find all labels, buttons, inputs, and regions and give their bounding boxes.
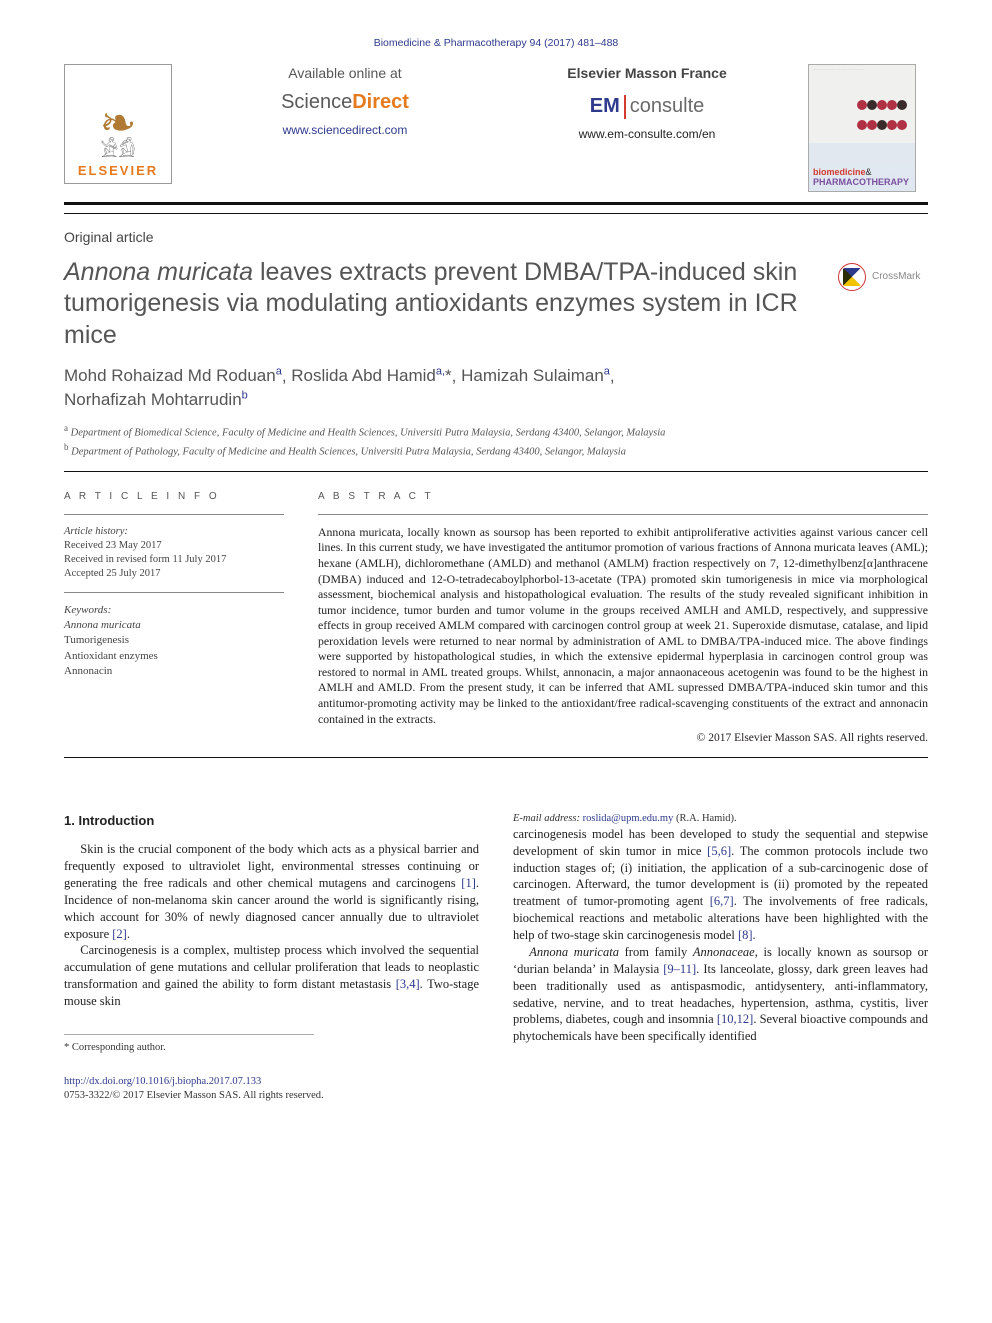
abstract-heading: A B S T R A C T	[318, 490, 928, 504]
article-title: Annona muricata leaves extracts prevent …	[64, 257, 822, 351]
article-type-label: Original article	[64, 228, 928, 247]
cite-10-12[interactable]: [10,12]	[717, 1012, 753, 1026]
journal-cover: ····· ····· ····· ····· ····· ····· ····…	[808, 64, 916, 192]
affiliation-a: a Department of Biomedical Science, Facu…	[64, 422, 928, 441]
abstract-rule-top	[318, 514, 928, 515]
em-logo-consulte: consulte	[630, 93, 705, 120]
elsevier-figures-icon: 𓀀𓀁	[100, 146, 135, 156]
em-link-line: www.em-consulte.com/en	[506, 126, 788, 142]
history-label: Article history:	[64, 525, 284, 539]
author-4: Norhafizah Mohtarrudinb	[64, 390, 248, 409]
emconsulte-logo: EM consulte	[590, 93, 705, 120]
body-p1: Skin is the crucial component of the bod…	[64, 841, 479, 942]
cover-journal-name: biomedicine& PHARMACOTHERAPY	[813, 168, 911, 187]
elsevier-logo: ❧ 𓀀𓀁 ELSEVIER	[64, 64, 172, 184]
section-1-title: Introduction	[78, 813, 154, 828]
article-info-rule-top	[64, 514, 284, 515]
page-root: Biomedicine & Pharmacotherapy 94 (2017) …	[0, 0, 992, 1143]
issn-copyright-line: 0753-3322/© 2017 Elsevier Masson SAS. Al…	[64, 1089, 928, 1103]
doi-block: http://dx.doi.org/10.1016/j.biopha.2017.…	[64, 1075, 928, 1103]
cite-2[interactable]: [2]	[112, 927, 127, 941]
cite-9-11[interactable]: [9–11]	[663, 962, 696, 976]
doi-link[interactable]: http://dx.doi.org/10.1016/j.biopha.2017.…	[64, 1076, 261, 1087]
rule-below-abstract	[64, 757, 928, 758]
sciencedirect-link[interactable]: www.sciencedirect.com	[283, 123, 408, 137]
corresponding-email-link[interactable]: roslida@upm.edu.my	[583, 813, 674, 824]
history-revised: Received in revised form 11 July 2017	[64, 553, 284, 567]
body-p3: carcinogenesis model has been developed …	[513, 826, 928, 944]
emconsulte-block: Elsevier Masson France EM consulte www.e…	[506, 64, 788, 142]
history-received: Received 23 May 2017	[64, 539, 284, 553]
sd-logo-science: Science	[281, 91, 352, 113]
article-info-heading: A R T I C L E I N F O	[64, 490, 284, 504]
abstract-copyright: © 2017 Elsevier Masson SAS. All rights r…	[318, 731, 928, 747]
author-2: Roslida Abd Hamida,*	[291, 366, 451, 385]
keyword-4: Annonacin	[64, 664, 284, 679]
section-1-heading: 1. Introduction	[64, 812, 479, 830]
cite-3-4[interactable]: [3,4]	[396, 977, 420, 991]
title-italic-lead: Annona muricata	[64, 258, 253, 286]
cover-mini-text: ····· ····· ····· ····· ····· ····· ····…	[813, 69, 911, 72]
abstract-body: Annona muricata, locally known as sourso…	[318, 525, 928, 727]
corresponding-label: * Corresponding author.	[64, 1041, 314, 1055]
crossmark-badge[interactable]: CrossMark	[838, 263, 928, 291]
author-3: Hamizah Sulaimana	[461, 366, 610, 385]
info-abstract-grid: A R T I C L E I N F O Article history: R…	[64, 472, 928, 746]
corresponding-email-suffix: (R.A. Hamid).	[676, 813, 737, 824]
crossmark-icon	[838, 263, 866, 291]
masthead: ❧ 𓀀𓀁 ELSEVIER Available online at Scienc…	[64, 64, 928, 205]
body-p4: Annona muricata from family Annonaceae, …	[513, 944, 928, 1045]
author-1: Mohd Rohaizad Md Roduana	[64, 366, 282, 385]
email-label: E-mail address:	[513, 813, 580, 824]
keyword-2: Tumorigenesis	[64, 633, 284, 648]
body-p2: Carcinogenesis is a complex, multistep p…	[64, 942, 479, 1010]
section-1-number: 1.	[64, 813, 75, 828]
sd-available-label: Available online at	[204, 64, 486, 83]
keywords-block: Keywords: Annona muricata Tumorigenesis …	[64, 603, 284, 680]
corresponding-email-line: E-mail address: roslida@upm.edu.my (R.A.…	[513, 812, 763, 826]
sciencedirect-logo: ScienceDirect	[204, 89, 486, 116]
title-row: Annona muricata leaves extracts prevent …	[64, 257, 928, 365]
running-head: Biomedicine & Pharmacotherapy 94 (2017) …	[64, 36, 928, 50]
em-logo-em: EM	[590, 93, 620, 120]
masthead-bottom-rule	[64, 213, 928, 214]
elsevier-masson-label: Elsevier Masson France	[506, 64, 788, 83]
keyword-1: Annona muricata	[64, 618, 284, 633]
sd-link-line: www.sciencedirect.com	[204, 122, 486, 138]
em-logo-bar-icon	[624, 95, 626, 119]
cite-8[interactable]: [8]	[738, 928, 753, 942]
running-head-link[interactable]: Biomedicine & Pharmacotherapy 94 (2017) …	[374, 37, 619, 49]
keyword-3: Antioxidant enzymes	[64, 649, 284, 664]
article-history: Article history: Received 23 May 2017 Re…	[64, 525, 284, 582]
cite-6-7[interactable]: [6,7]	[710, 894, 734, 908]
affiliations: a Department of Biomedical Science, Facu…	[64, 422, 928, 459]
crossmark-label: CrossMark	[872, 270, 920, 284]
sd-logo-direct: Direct	[352, 91, 409, 113]
authors-line: Mohd Rohaizad Md Roduana, Roslida Abd Ha…	[64, 365, 928, 412]
cite-1[interactable]: [1]	[461, 876, 476, 890]
article-info-column: A R T I C L E I N F O Article history: R…	[64, 472, 284, 746]
cover-molecule-icon	[857, 100, 911, 140]
abstract-column: A B S T R A C T Annona muricata, locally…	[318, 472, 928, 746]
article-info-rule-mid	[64, 592, 284, 593]
affiliation-b: b Department of Pathology, Faculty of Me…	[64, 441, 928, 460]
elsevier-label: ELSEVIER	[78, 162, 158, 180]
sciencedirect-block: Available online at ScienceDirect www.sc…	[204, 64, 486, 138]
history-accepted: Accepted 25 July 2017	[64, 567, 284, 581]
keywords-label: Keywords:	[64, 603, 284, 618]
cite-5-6[interactable]: [5,6]	[707, 844, 731, 858]
cover-name-pharmacotherapy: PHARMACOTHERAPY	[813, 177, 909, 187]
body-two-columns: 1. Introduction Skin is the crucial comp…	[64, 812, 928, 1055]
